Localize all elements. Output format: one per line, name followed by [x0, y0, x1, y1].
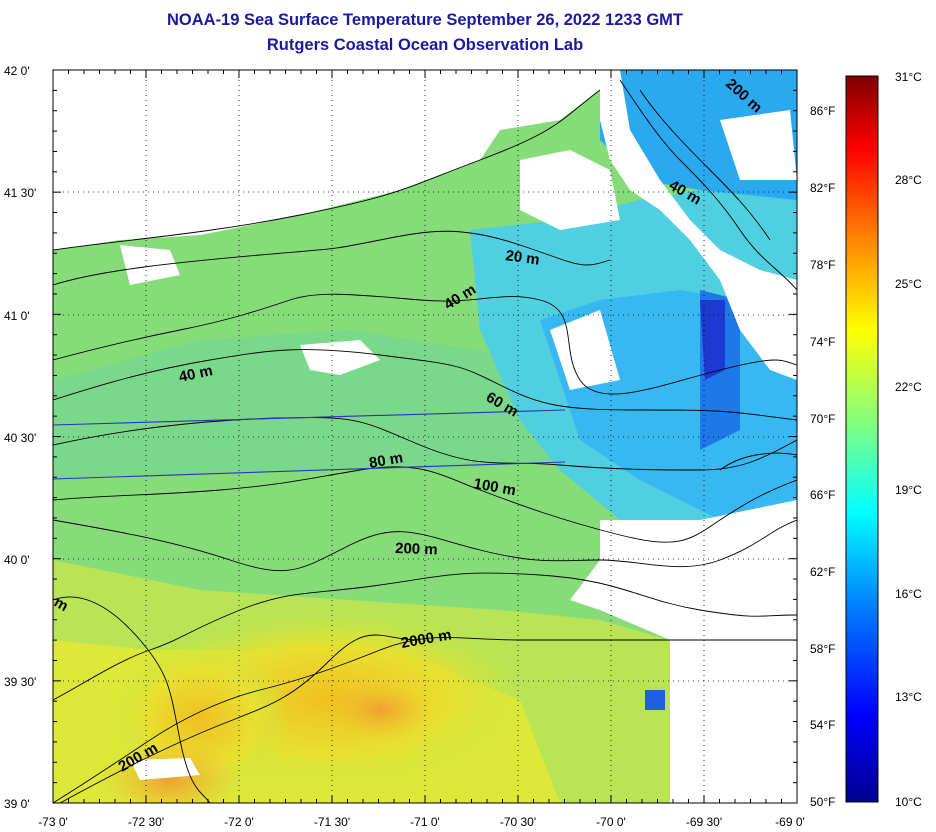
fahrenheit-scale: 86°F 82°F 78°F 74°F 70°F 66°F 62°F 58°F …: [810, 104, 835, 809]
contour-label-40m-west: 40 m: [177, 362, 214, 386]
fahrenheit-label: 74°F: [810, 335, 835, 349]
lat-label: 42 0': [4, 64, 30, 78]
longitude-labels: -73 0' -72 30' -72 0' -71 30' -71 0' -70…: [38, 815, 805, 829]
lon-label: -73 0': [38, 815, 68, 829]
graticule: [53, 70, 797, 803]
map-title: NOAA-19 Sea Surface Temperature Septembe…: [166, 11, 683, 29]
contour-label-200m-mid: 200 m: [395, 540, 438, 558]
lat-label: 41 0': [4, 309, 30, 323]
lat-label: 39 30': [4, 675, 36, 689]
celsius-label: 22°C: [895, 380, 922, 394]
lat-label: 40 30': [4, 431, 36, 445]
fahrenheit-label: 66°F: [810, 488, 835, 502]
lat-label: 41 30': [4, 186, 36, 200]
celsius-label: 28°C: [895, 173, 922, 187]
lon-label: -72 30': [128, 815, 164, 829]
lon-label: -69 0': [775, 815, 805, 829]
bathymetry-contours: [53, 79, 797, 803]
lon-label: -71 0': [410, 815, 440, 829]
map-subtitle: Rutgers Coastal Ocean Observation Lab: [266, 36, 584, 54]
fahrenheit-label: 70°F: [810, 412, 835, 426]
lat-label: 40 0': [4, 553, 30, 567]
lat-label: 39 0': [4, 797, 30, 811]
axis-ticks: [52, 69, 798, 804]
contour-label-20m: 20 m: [504, 247, 540, 269]
celsius-label: 10°C: [895, 795, 922, 809]
contour-label-80m: 80 m: [368, 449, 405, 472]
celsius-label: 31°C: [895, 70, 922, 84]
celsius-label: 16°C: [895, 587, 922, 601]
lon-label: -71 30': [314, 815, 350, 829]
celsius-label: 13°C: [895, 690, 922, 704]
celsius-scale: 31°C 28°C 25°C 22°C 19°C 16°C 13°C 10°C: [895, 70, 922, 809]
lon-label: -70 30': [500, 815, 536, 829]
ship-tracks: [53, 409, 566, 480]
lon-label: -69 30': [686, 815, 722, 829]
colorbar: [845, 75, 879, 803]
fahrenheit-label: 78°F: [810, 258, 835, 272]
fahrenheit-label: 82°F: [810, 181, 835, 195]
fahrenheit-label: 58°F: [810, 642, 835, 656]
latitude-labels: 42 0' 41 30' 41 0' 40 30' 40 0' 39 30' 3…: [4, 64, 36, 811]
lon-label: -70 0': [596, 815, 626, 829]
fahrenheit-label: 50°F: [810, 795, 835, 809]
fahrenheit-label: 54°F: [810, 718, 835, 732]
lon-label: -72 0': [224, 815, 254, 829]
celsius-label: 19°C: [895, 483, 922, 497]
fahrenheit-label: 86°F: [810, 104, 835, 118]
fahrenheit-label: 62°F: [810, 565, 835, 579]
celsius-label: 25°C: [895, 277, 922, 291]
